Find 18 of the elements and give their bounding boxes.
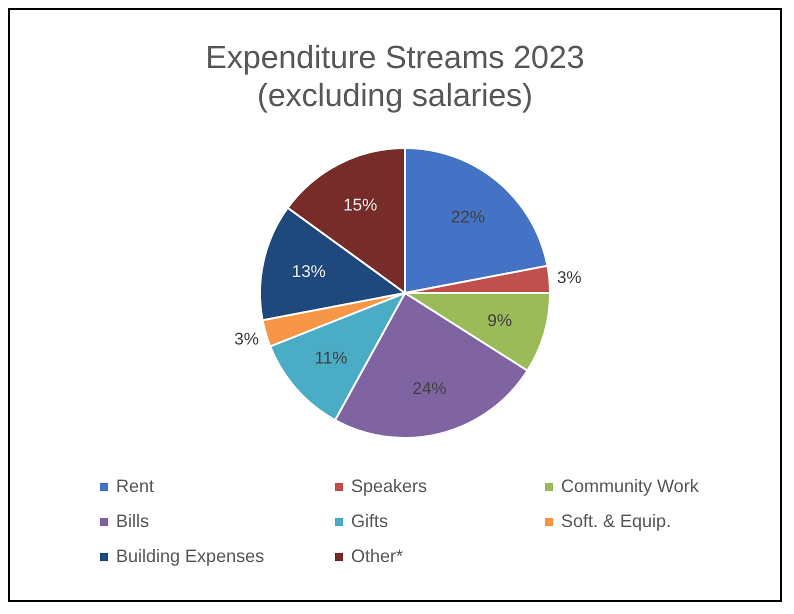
data-label: 13%	[292, 262, 326, 281]
legend-label: Rent	[116, 476, 154, 497]
data-label: 24%	[412, 379, 447, 398]
data-label: 11%	[314, 348, 348, 368]
legend-label: Bills	[116, 511, 150, 532]
legend-label: Speakers	[351, 476, 428, 497]
data-label: 3%	[556, 268, 582, 287]
data-label: 3%	[234, 330, 259, 349]
legend-label: Other*	[351, 546, 404, 567]
data-label: 15%	[343, 196, 378, 215]
data-label: 22%	[450, 208, 485, 227]
legend-label: Building Expenses	[116, 546, 264, 567]
legend-label: Soft. & Equip.	[561, 511, 672, 532]
chart-title: Expenditure Streams 2023	[204, 38, 586, 76]
data-label: 9%	[487, 311, 512, 330]
chart-subtitle: (excluding salaries)	[256, 76, 534, 114]
legend-label: Gifts	[351, 511, 388, 532]
legend-label: Community Work	[561, 476, 699, 497]
